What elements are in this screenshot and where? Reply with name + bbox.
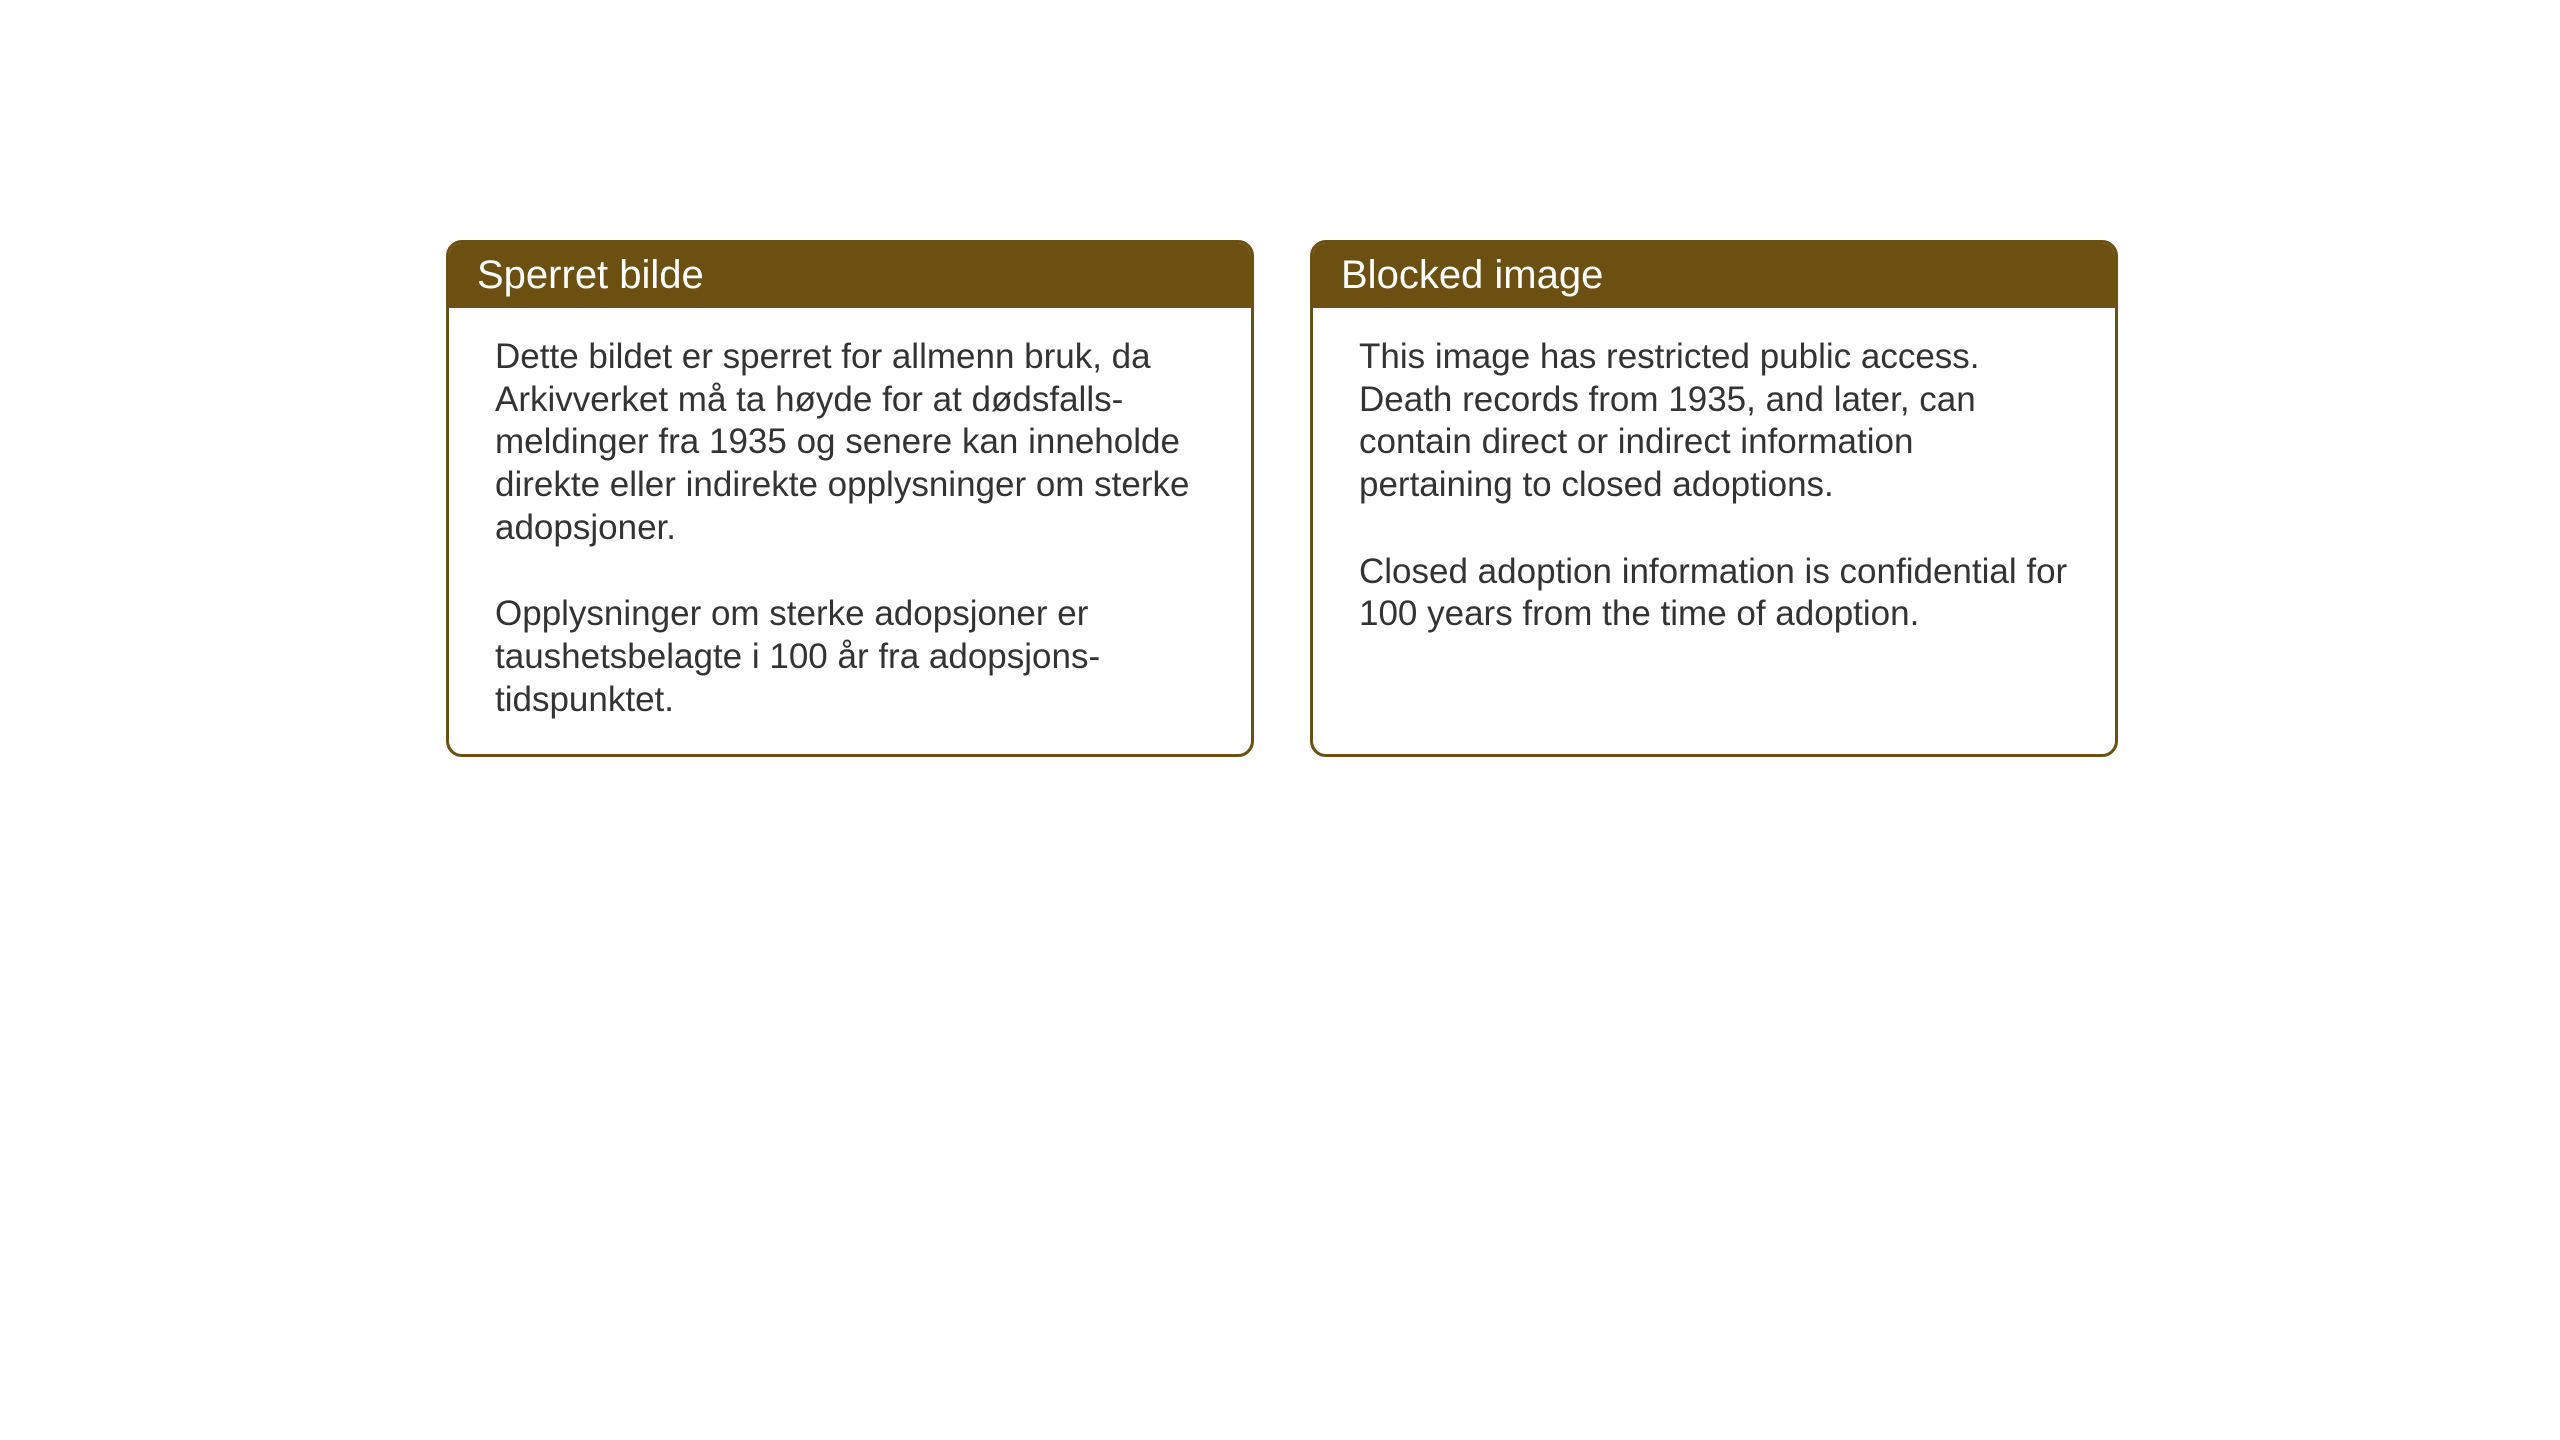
card-header-english: Blocked image	[1313, 243, 2115, 308]
cards-container: Sperret bilde Dette bildet er sperret fo…	[446, 240, 2118, 757]
card-header-norwegian: Sperret bilde	[449, 243, 1251, 308]
card-paragraph-2-english: Closed adoption information is confident…	[1359, 551, 2069, 636]
card-english: Blocked image This image has restricted …	[1310, 240, 2118, 757]
card-body-english: This image has restricted public access.…	[1313, 308, 2115, 668]
card-body-norwegian: Dette bildet er sperret for allmenn bruk…	[449, 308, 1251, 754]
card-title-english: Blocked image	[1341, 253, 1603, 297]
card-paragraph-1-english: This image has restricted public access.…	[1359, 336, 2069, 507]
card-norwegian: Sperret bilde Dette bildet er sperret fo…	[446, 240, 1254, 757]
card-paragraph-1-norwegian: Dette bildet er sperret for allmenn bruk…	[495, 336, 1205, 549]
card-title-norwegian: Sperret bilde	[477, 253, 704, 297]
card-paragraph-2-norwegian: Opplysninger om sterke adopsjoner er tau…	[495, 593, 1205, 721]
